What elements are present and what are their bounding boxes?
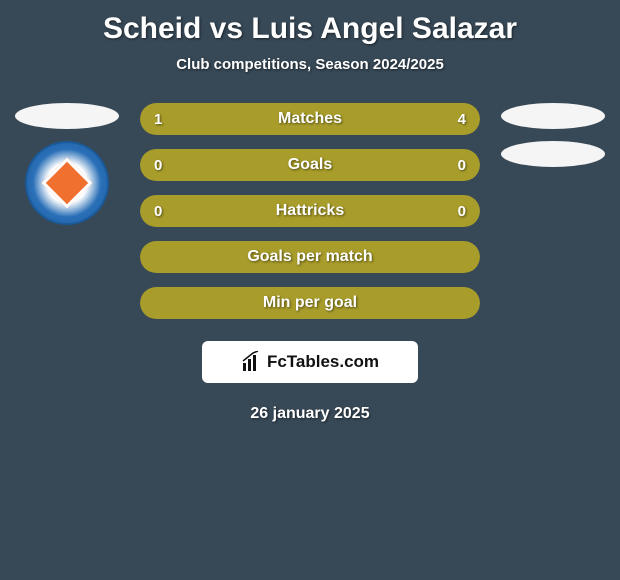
- stat-label: Matches: [140, 110, 480, 128]
- club-right-logo: [501, 141, 605, 167]
- club-badge-inner-icon: [42, 158, 93, 209]
- right-logos: [498, 103, 608, 319]
- stat-value-right: 0: [458, 157, 466, 174]
- page-subtitle: Club competitions, Season 2024/2025: [0, 56, 620, 73]
- stat-label: Min per goal: [140, 294, 480, 312]
- page-date: 26 january 2025: [0, 405, 620, 423]
- stat-label: Goals: [140, 156, 480, 174]
- stat-bar-goals: 0 Goals 0: [140, 149, 480, 181]
- footer-brand-text: FcTables.com: [267, 352, 379, 372]
- club-badge-left: [25, 141, 109, 225]
- stat-value-right: 0: [458, 203, 466, 220]
- chart-icon: [241, 351, 263, 373]
- left-logos: [12, 103, 122, 319]
- player-right-logo: [501, 103, 605, 129]
- stat-bar-goals-per-match: Goals per match: [140, 241, 480, 273]
- footer-brand: FcTables.com: [202, 341, 418, 383]
- stat-bar-hattricks: 0 Hattricks 0: [140, 195, 480, 227]
- stat-bar-matches: 1 Matches 4: [140, 103, 480, 135]
- stat-bars: 1 Matches 4 0 Goals 0 0 Hattricks 0 Goal…: [140, 103, 480, 319]
- stat-label: Hattricks: [140, 202, 480, 220]
- stat-bar-min-per-goal: Min per goal: [140, 287, 480, 319]
- stats-container: 1 Matches 4 0 Goals 0 0 Hattricks 0 Goal…: [0, 103, 620, 319]
- page-title: Scheid vs Luis Angel Salazar: [0, 0, 620, 46]
- stat-value-right: 4: [458, 111, 466, 128]
- stat-label: Goals per match: [140, 248, 480, 266]
- player-left-logo: [15, 103, 119, 129]
